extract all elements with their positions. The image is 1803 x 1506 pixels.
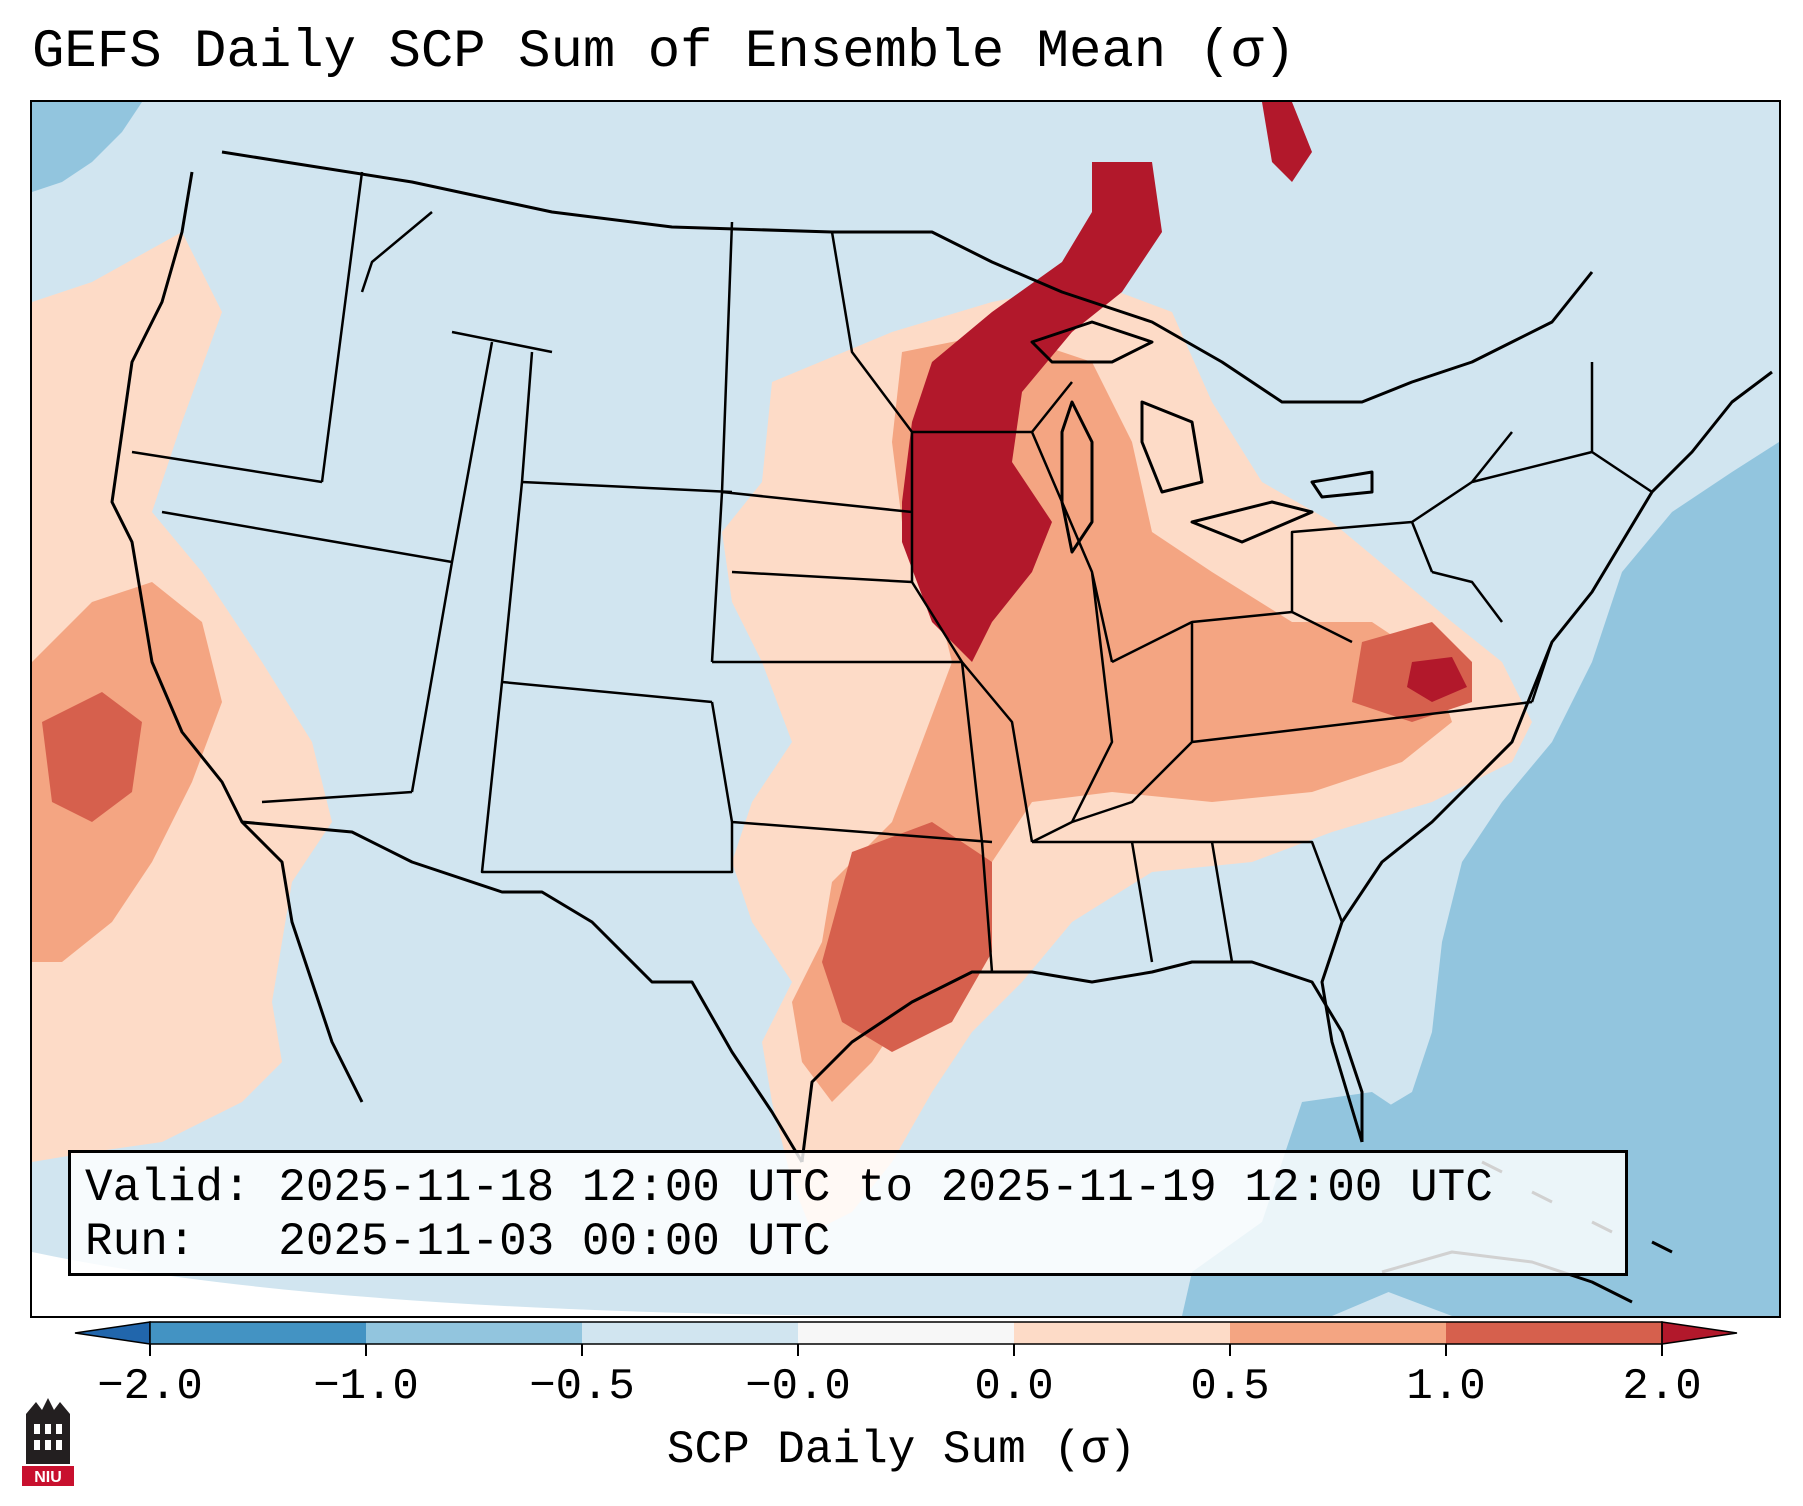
state-lines <box>131 171 1653 973</box>
colorbar-tick-label: −0.5 <box>529 1362 635 1412</box>
colorbar-tick-label: 1.0 <box>1406 1362 1486 1412</box>
boundary-lines <box>110 150 1773 1304</box>
lake-erie <box>1190 500 1314 544</box>
colorbar-segment <box>366 1322 583 1344</box>
colorbar <box>74 1321 1738 1356</box>
niu-logo: NIU <box>22 1398 74 1486</box>
us-canada-border <box>221 150 1594 404</box>
colorbar-tick-label: 0.0 <box>974 1362 1054 1412</box>
valid-time-text: Valid: 2025-11-18 12:00 UTC to 2025-11-1… <box>85 1162 1493 1214</box>
texas-positive-core <box>822 822 992 1052</box>
upper-midwest-strong-core <box>902 162 1162 662</box>
colorbar-segment <box>582 1322 799 1344</box>
colorbar-outline <box>149 1321 1663 1345</box>
map-canvas <box>32 102 1779 1316</box>
colorbar-segment <box>150 1322 367 1344</box>
colorbar-segment <box>1446 1322 1663 1344</box>
lake-superior <box>1030 320 1154 364</box>
atlantic-negative-region <box>1322 442 1779 1316</box>
lake-huron <box>1140 400 1204 494</box>
pacific-strong-core <box>42 692 142 822</box>
lake-michigan <box>1060 400 1094 554</box>
colorbar-label: SCP Daily Sum (σ) <box>666 1424 1137 1476</box>
niu-logo-text: NIU <box>34 1469 62 1486</box>
valid-run-info-box: Valid: 2025-11-18 12:00 UTC to 2025-11-1… <box>68 1150 1628 1276</box>
colorbar-segment <box>798 1322 1015 1344</box>
colorbar-extend-low <box>74 1321 151 1345</box>
pacific-nw-negative-region <box>32 102 142 192</box>
colorbar-tick-label: −0.0 <box>745 1362 851 1412</box>
west-coast <box>110 171 364 1103</box>
chart-title: GEFS Daily SCP Sum of Ensemble Mean (σ) <box>32 22 1296 83</box>
colorbar-extend-high <box>1661 1321 1738 1345</box>
colorbar-tick-label: −2.0 <box>97 1362 203 1412</box>
canada-strong-core <box>1262 102 1312 182</box>
colorbar-tick-label: −1.0 <box>313 1362 419 1412</box>
colorbar-segment <box>1230 1322 1447 1344</box>
map-panel <box>30 100 1781 1318</box>
colorbar-tick-label: 0.5 <box>1190 1362 1270 1412</box>
run-time-text: Run: 2025-11-03 00:00 UTC <box>85 1216 831 1268</box>
mexico-border <box>241 820 804 1163</box>
lake-ontario <box>1310 470 1374 499</box>
out-of-domain-corner <box>32 1252 932 1316</box>
gulf-coast <box>800 960 1364 1163</box>
colorbar-tick-label: 2.0 <box>1622 1362 1702 1412</box>
east-coast <box>1320 370 1773 1143</box>
colorbar-segment <box>1014 1322 1231 1344</box>
virginia-strong-core <box>1407 657 1467 702</box>
